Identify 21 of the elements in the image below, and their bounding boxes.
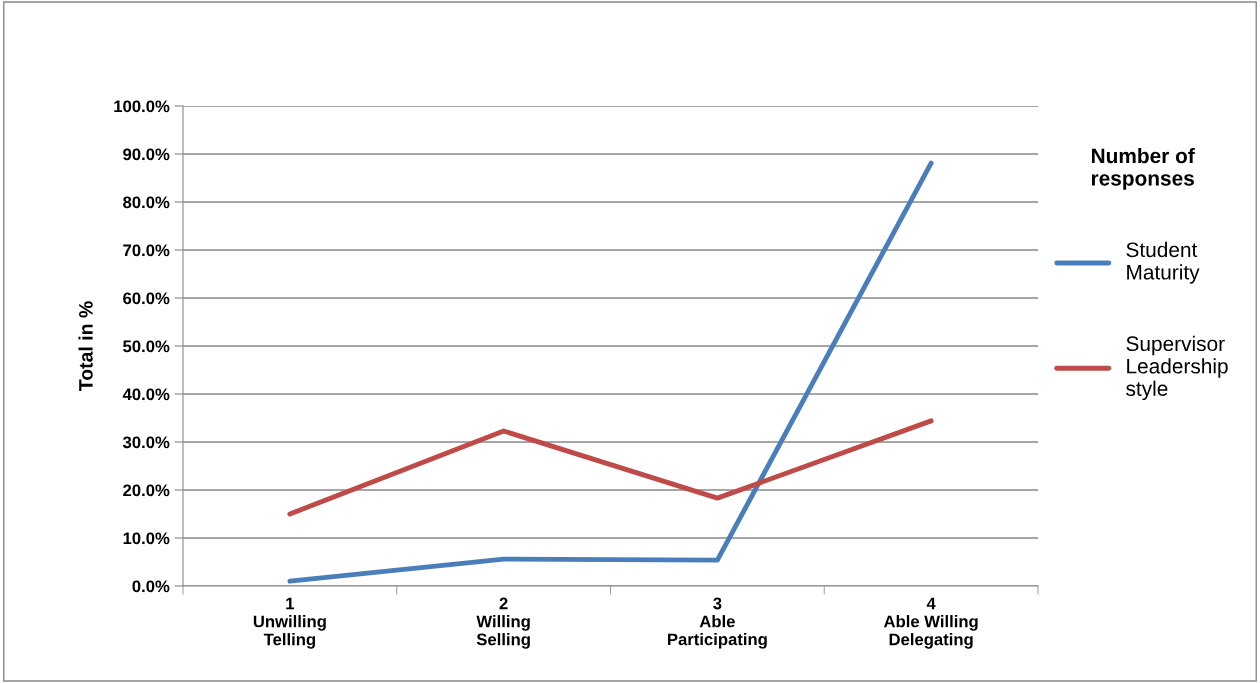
- y-tick-label: 20.0%: [123, 484, 170, 497]
- y-tick-label: 50.0%: [123, 340, 170, 353]
- line-series: [287, 160, 934, 584]
- legend-label: Student Maturity: [1126, 241, 1200, 284]
- x-tick-label: 2 Willing Selling: [476, 597, 530, 649]
- y-tick-label: 90.0%: [123, 148, 170, 161]
- y-tick-label: 30.0%: [122, 436, 170, 449]
- y-tick-label: 0.0%: [132, 580, 170, 593]
- y-tick-label: 100.0%: [114, 100, 170, 113]
- x-tick-label: 1 Unwilling Telling: [253, 597, 326, 649]
- y-tick-label: 40.0%: [122, 388, 170, 401]
- y-tick-label: 70.0%: [123, 244, 170, 257]
- x-tick-label: 3 Able Participating: [668, 597, 767, 649]
- y-tick-label: 80.0%: [123, 196, 170, 209]
- line-series: [287, 418, 934, 517]
- x-tick-label: 4 Able Willing Delegating: [883, 597, 978, 649]
- legend-label: Supervisor Leadership style: [1126, 335, 1228, 401]
- legend-title: Number of responses: [1091, 147, 1195, 190]
- y-tick-label: 60.0%: [123, 292, 170, 305]
- y-tick-label: 10.0%: [123, 532, 170, 545]
- y-axis-title: Total in %: [78, 301, 93, 391]
